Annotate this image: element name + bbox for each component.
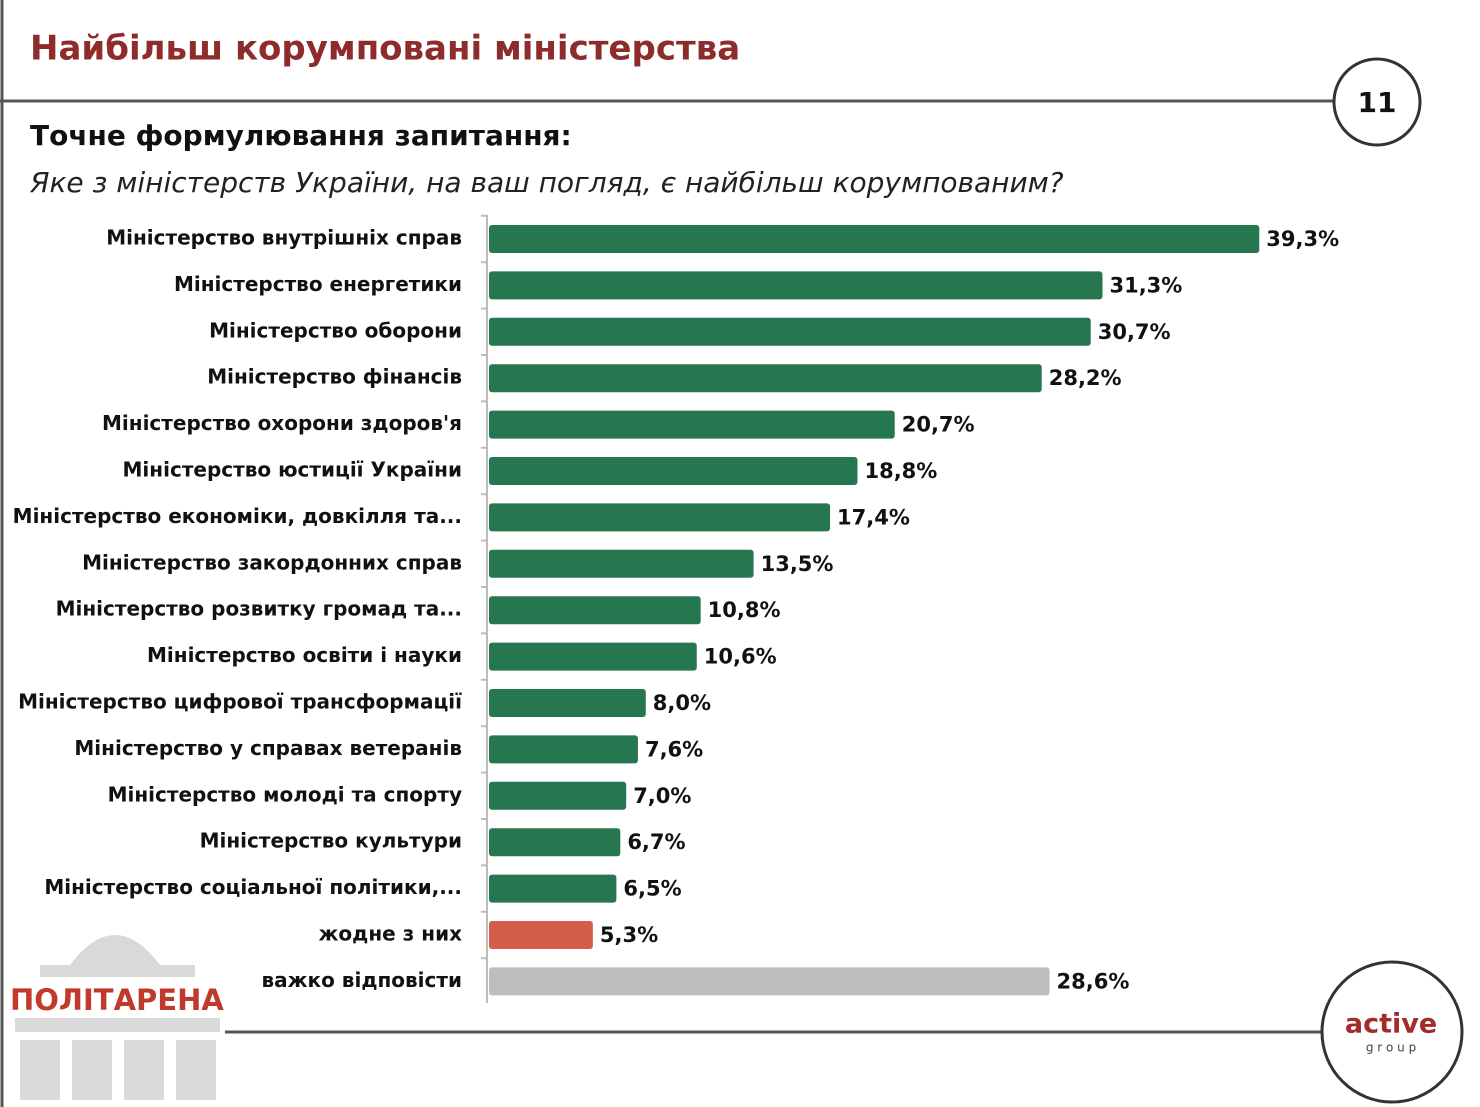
bar xyxy=(489,967,1050,996)
category-label: Міністерство молоді та спорту xyxy=(108,782,462,806)
value-label: 8,0% xyxy=(653,691,711,715)
logo-right: active xyxy=(1345,1009,1437,1040)
value-label: 7,0% xyxy=(633,784,691,808)
category-label: Міністерство енергетики xyxy=(174,272,462,296)
value-label: 31,3% xyxy=(1109,273,1182,297)
value-label: 28,6% xyxy=(1057,969,1130,993)
category-label: Міністерство внутрішніх справ xyxy=(106,226,462,250)
value-label: 7,6% xyxy=(645,737,703,761)
category-label: Міністерство у справах ветеранів xyxy=(74,736,462,760)
bar xyxy=(489,225,1260,253)
title: Найбільш корумповані міністерства xyxy=(30,29,740,69)
logo-right-sub: g r o u p xyxy=(1366,1041,1416,1055)
category-label: Міністерство цифрової трансформації xyxy=(18,690,462,714)
bar xyxy=(489,781,627,810)
category-label: Міністерство оборони xyxy=(209,318,462,342)
bar xyxy=(489,317,1091,346)
bar xyxy=(489,410,895,439)
bar xyxy=(489,642,697,671)
value-label: 28,2% xyxy=(1049,366,1122,390)
value-label: 6,5% xyxy=(623,877,681,901)
logo-circle xyxy=(1320,960,1464,1104)
category-label: Міністерство юстиції України xyxy=(123,458,462,482)
category-label: важко відповісти xyxy=(261,968,462,992)
category-label: жодне з них xyxy=(319,922,463,946)
page-circle xyxy=(1332,57,1422,147)
subtitle: Точне формулювання запитання: xyxy=(30,119,572,152)
bar xyxy=(489,596,701,625)
politarena-building xyxy=(15,935,220,1100)
value-label: 10,6% xyxy=(704,645,777,669)
bar xyxy=(489,735,638,764)
category-label: Міністерство розвитку громад та... xyxy=(56,597,462,621)
value-label: 17,4% xyxy=(837,505,910,529)
bar xyxy=(489,549,754,578)
value-label: 5,3% xyxy=(600,923,658,947)
value-label: 13,5% xyxy=(761,552,834,576)
category-label: Міністерство охорони здоров'я xyxy=(102,411,462,435)
bar xyxy=(489,874,617,903)
bar xyxy=(489,503,831,532)
bar xyxy=(489,689,646,717)
bar xyxy=(489,457,858,485)
logo-left: ПОЛІТАРЕНА xyxy=(10,983,224,1017)
value-label: 10,8% xyxy=(708,598,781,622)
value-label: 39,3% xyxy=(1266,227,1339,251)
question: Яке з міністерств України, на ваш погляд… xyxy=(29,166,1064,199)
value-label: 6,7% xyxy=(627,830,685,854)
category-label: Міністерство соціальної політики,... xyxy=(44,875,462,899)
category-label: Міністерство фінансів xyxy=(207,365,462,389)
value-label: 20,7% xyxy=(902,413,975,437)
page-number: 11 xyxy=(1358,86,1397,119)
bar xyxy=(489,364,1042,393)
bar xyxy=(489,271,1103,300)
bar xyxy=(489,828,621,857)
value-label: 30,7% xyxy=(1098,320,1171,344)
bar xyxy=(489,921,593,949)
category-label: Міністерство закордонних справ xyxy=(82,550,462,574)
category-label: Міністерство культури xyxy=(200,829,462,853)
value-label: 18,8% xyxy=(864,459,937,483)
category-label: Міністерство освіти і науки xyxy=(147,643,462,667)
category-label: Міністерство економіки, довкілля та... xyxy=(13,504,462,528)
